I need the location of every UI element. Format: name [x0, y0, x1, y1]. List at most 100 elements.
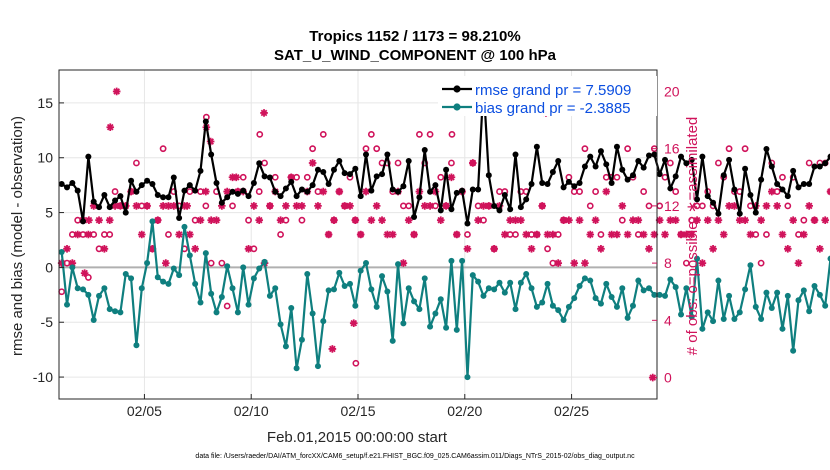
bias-point	[346, 280, 353, 287]
y2-tick-label: 16	[664, 141, 680, 157]
obs-possible-marker	[303, 173, 311, 181]
bias-point	[368, 286, 375, 293]
bias-point	[469, 272, 476, 279]
bias-point	[90, 317, 97, 324]
obs-assimilated-marker	[367, 216, 376, 224]
bias-point	[218, 294, 225, 301]
obs-possible-marker	[645, 202, 653, 210]
obs-possible-marker	[698, 202, 706, 210]
bias-point	[768, 304, 775, 311]
bias-point	[560, 317, 567, 324]
obs-assimilated-marker	[63, 245, 71, 253]
bias-point	[672, 284, 679, 291]
rmse-point	[667, 185, 674, 192]
obs-assimilated-marker	[581, 259, 589, 267]
obs-assimilated-marker	[517, 216, 525, 224]
legend-bias-label: bias grand pr = -2.3885	[475, 100, 631, 117]
obs-assimilated-marker	[100, 245, 109, 253]
rmse-point	[117, 193, 124, 200]
rmse-point	[352, 165, 359, 172]
bias-point	[491, 286, 498, 293]
rmse-point	[320, 168, 327, 175]
rmse-point	[266, 174, 273, 181]
rmse-point	[144, 177, 151, 184]
x-tick-label: 02/15	[340, 403, 375, 419]
obs-assimilated-marker	[495, 202, 504, 210]
obs-assimilated-marker	[602, 187, 611, 196]
obs-assimilated-marker	[762, 202, 771, 210]
obs-assimilated-marker	[565, 216, 573, 224]
rmse-point	[774, 181, 781, 188]
bias-point	[149, 218, 156, 225]
obs-possible-marker	[394, 159, 402, 167]
obs-possible-marker	[207, 259, 215, 267]
obs-possible-marker	[779, 173, 786, 181]
obs-assimilated-marker	[57, 259, 66, 267]
rmse-point	[208, 151, 215, 158]
obs-possible-marker	[159, 145, 167, 153]
rmse-point	[400, 183, 407, 190]
rmse-point	[747, 192, 754, 199]
bias-point	[480, 292, 487, 299]
rmse-point	[800, 181, 807, 188]
rmse-point	[806, 181, 813, 188]
bias-point	[704, 309, 711, 316]
obs-assimilated-marker	[645, 245, 653, 253]
obs-assimilated-marker	[452, 230, 461, 239]
rmse-point	[64, 184, 71, 191]
bias-point	[613, 303, 620, 310]
bias-point	[784, 292, 791, 299]
y-tick-label: 5	[45, 205, 53, 221]
rmse-point	[427, 188, 434, 195]
bias-point	[629, 302, 636, 309]
obs-assimilated-marker	[442, 202, 450, 210]
y-tick-label: -10	[33, 369, 53, 385]
rmse-point	[298, 186, 305, 193]
obs-possible-marker	[448, 130, 456, 138]
obs-possible-marker	[111, 188, 119, 195]
obs-possible-marker	[202, 202, 210, 210]
bias-point	[715, 277, 722, 284]
obs-assimilated-marker	[468, 159, 477, 167]
obs-assimilated-marker	[714, 216, 723, 224]
obs-assimilated-marker	[362, 187, 370, 196]
obs-assimilated-marker	[218, 202, 226, 210]
bias-point	[128, 275, 135, 282]
bias-point	[592, 295, 599, 302]
rmse-point	[96, 204, 103, 211]
obs-assimilated-marker	[328, 345, 337, 353]
obs-assimilated-marker	[324, 230, 333, 239]
obs-assimilated-marker	[703, 216, 712, 224]
obs-possible-marker	[800, 216, 808, 224]
obs-assimilated-marker	[335, 187, 344, 196]
bias-point	[662, 292, 669, 299]
obs-assimilated-marker	[522, 230, 530, 239]
obs-assimilated-marker	[80, 269, 89, 277]
bias-point	[816, 291, 823, 298]
bias-point	[699, 325, 706, 332]
x-tick-label: 02/20	[447, 403, 482, 419]
obs-assimilated-marker	[404, 216, 413, 224]
rmse-point	[485, 172, 492, 179]
rmse-point	[373, 173, 380, 180]
bias-point	[213, 309, 220, 316]
rmse-point	[272, 188, 279, 195]
obs-possible-marker	[618, 216, 626, 224]
bias-point	[144, 260, 151, 267]
obs-assimilated-marker	[111, 202, 119, 210]
rmse-point	[496, 207, 503, 214]
rmse-point	[101, 192, 108, 199]
bias-point	[619, 285, 626, 292]
obs-assimilated-marker	[559, 216, 568, 224]
obs-assimilated-marker	[287, 173, 296, 182]
rmse-point	[122, 209, 129, 216]
rmse-point	[811, 163, 818, 170]
legend-rmse-marker	[453, 85, 461, 93]
rmse-point	[192, 187, 199, 194]
obs-assimilated-marker	[570, 259, 579, 267]
bias-point	[432, 310, 439, 317]
rmse-point	[629, 172, 636, 179]
obs-assimilated-marker	[789, 216, 797, 224]
obs-assimilated-marker	[501, 230, 509, 239]
bias-point	[282, 343, 289, 350]
